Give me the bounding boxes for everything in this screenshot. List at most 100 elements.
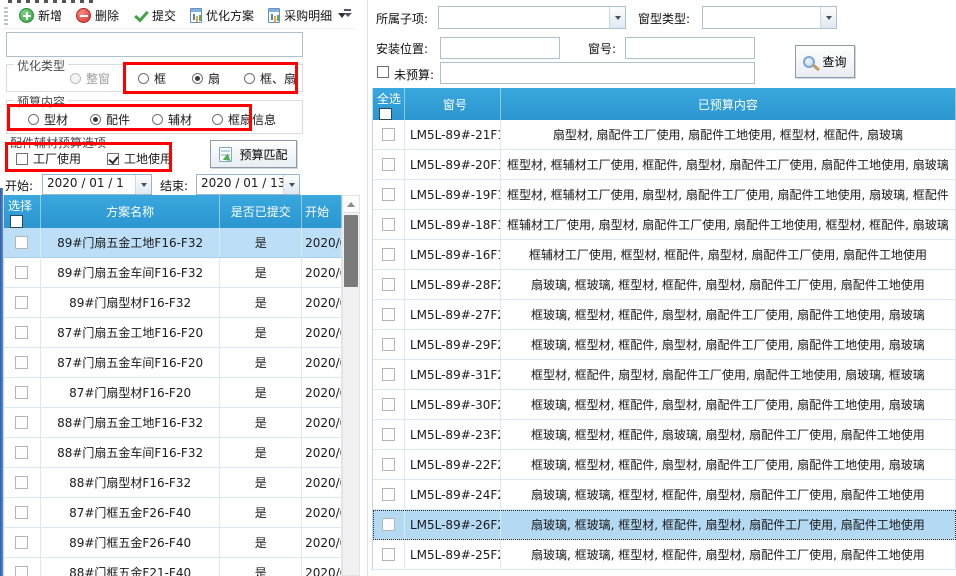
plan-filter-input[interactable] [6, 32, 303, 57]
toolbar-grip-handle[interactable] [4, 6, 8, 25]
factory-use-checkbox[interactable] [16, 152, 28, 165]
window-table-row[interactable]: LM5L-89#-20F18 框型材, 框辅材工厂使用, 框配件, 扇型材, 扇… [373, 150, 956, 180]
scrollbar-thumb[interactable] [344, 215, 358, 287]
window-no-input[interactable] [625, 37, 755, 59]
row-checkbox[interactable] [15, 476, 29, 489]
window-table-row[interactable]: LM5L-89#-22F20 框玻璃, 框型材, 框配件, 扇型材, 扇配件工厂… [373, 450, 956, 480]
row-checkbox[interactable] [381, 428, 395, 441]
purchase-detail-button[interactable]: 采购明细 [262, 4, 352, 27]
window-table-row[interactable]: LM5L-89#-30F28 框玻璃, 框型材, 框配件, 扇型材, 扇配件工厂… [373, 390, 956, 420]
no-budget-input[interactable] [440, 62, 755, 84]
plan-table-row[interactable]: 87#门框五金F26-F40 是 2020/0 [4, 498, 342, 528]
row-checkbox[interactable] [15, 326, 29, 339]
row-checkbox[interactable] [381, 158, 395, 171]
sub-item-dropdown-icon[interactable] [609, 7, 625, 28]
submit-button[interactable]: 提交 [127, 4, 182, 27]
window-table-row[interactable]: LM5L-89#-19F17 框型材, 框辅材工厂使用, 扇型材, 扇配件工厂使… [373, 180, 956, 210]
budget-match-button[interactable]: 预算匹配 [210, 140, 297, 168]
window-table-row[interactable]: LM5L-89#-26F24 扇玻璃, 框玻璃, 框型材, 框配件, 扇型材, … [373, 510, 956, 540]
plan-table-row[interactable]: 88#门框五金F21-F40 是 2020/0 [4, 558, 342, 576]
budgeted-column-header[interactable]: 已预算内容 [501, 88, 956, 120]
plan-name-column-header[interactable]: 方案名称 [41, 195, 221, 228]
window-type-combo[interactable] [702, 6, 837, 29]
window-table-row[interactable]: LM5L-89#-27F25 框玻璃, 框型材, 框配件, 扇型材, 扇配件工厂… [373, 300, 956, 330]
row-checkbox[interactable] [381, 128, 395, 141]
radio-frame-sash-info[interactable] [212, 114, 224, 125]
chevron-down-icon [343, 13, 352, 21]
row-checkbox[interactable] [381, 278, 395, 291]
window-table-row[interactable]: LM5L-89#-21F19 扇型材, 扇配件工厂使用, 扇配件工地使用, 框型… [373, 120, 956, 150]
row-checkbox[interactable] [381, 488, 395, 501]
scroll-up-icon[interactable] [343, 196, 359, 213]
optimize-plan-button[interactable]: 优化方案 [184, 4, 260, 27]
row-checkbox[interactable] [15, 356, 29, 369]
plan-table-scrollbar[interactable] [342, 195, 360, 576]
window-table-row[interactable]: LM5L-89#-24F22 扇玻璃, 框玻璃, 框型材, 框配件, 扇型材, … [373, 480, 956, 510]
window-table-row[interactable]: LM5L-89#-23F21 框玻璃, 框型材, 框配件, 扇玻璃, 扇型材, … [373, 420, 956, 450]
row-checkbox[interactable] [381, 248, 395, 261]
submitted-column-header[interactable]: 是否已提交 [220, 195, 303, 228]
row-checkbox[interactable] [15, 416, 29, 429]
end-date-dropdown-icon[interactable] [283, 175, 299, 194]
row-checkbox[interactable] [15, 386, 29, 399]
select-all-checkbox[interactable] [379, 108, 392, 120]
plan-table-row[interactable]: 89#门扇五金工地F16-F32 是 2020/0 [4, 228, 342, 258]
row-checkbox[interactable] [15, 506, 29, 519]
radio-frame-sash[interactable] [244, 73, 256, 84]
start-date-dropdown-icon[interactable] [135, 175, 151, 194]
window-table-row[interactable]: LM5L-89#-25F23 扇玻璃, 框玻璃, 框型材, 框配件, 扇型材, … [373, 540, 956, 570]
end-date-picker[interactable]: 2020 / 01 / 13 [196, 174, 300, 195]
radio-profile[interactable] [28, 114, 39, 125]
sub-item-label: 所属子项: [376, 12, 429, 26]
row-checkbox[interactable] [15, 236, 29, 249]
toolbar-overflow-button[interactable] [341, 6, 354, 24]
window-table-row[interactable]: LM5L-89#-29F27 框玻璃, 框型材, 框配件, 扇型材, 扇配件工厂… [373, 330, 956, 360]
window-no-column-header[interactable]: 窗号 [405, 88, 501, 120]
row-checkbox[interactable] [15, 536, 29, 549]
start-column-header[interactable]: 开始 [302, 195, 342, 228]
install-position-input[interactable] [440, 37, 560, 59]
plan-table-row[interactable]: 89#门框五金F26-F40 是 2020/0 [4, 528, 342, 558]
window-table-row[interactable]: LM5L-89#-16F15 框辅材工厂使用, 框型材, 框配件, 扇型材, 扇… [373, 240, 956, 270]
window-type-label: 窗型类型: [638, 12, 691, 26]
plan-table-row[interactable]: 87#门扇五金车间F16-F20 是 2020/0 [4, 348, 342, 378]
add-button[interactable]: 新增 [13, 4, 68, 27]
window-table-row[interactable]: LM5L-89#-28F26 扇玻璃, 框玻璃, 框型材, 框配件, 扇型材, … [373, 270, 956, 300]
row-checkbox[interactable] [381, 518, 395, 531]
window-table: 全选 窗号 已预算内容 LM5L-89#-21F19 扇型材, 扇配件工厂使用,… [372, 88, 956, 570]
window-type-dropdown-icon[interactable] [820, 7, 836, 28]
delete-button[interactable]: 删除 [70, 4, 125, 27]
radio-accessory[interactable] [90, 114, 102, 125]
window-table-row[interactable]: LM5L-89#-31F29 框型材, 框配件, 扇型材, 扇配件工厂使用, 扇… [373, 360, 956, 390]
select-all-checkbox[interactable] [10, 215, 23, 228]
no-budget-checkbox[interactable] [377, 66, 389, 78]
plan-table-row[interactable]: 88#门扇型材F16-F32 是 2020/0 [4, 468, 342, 498]
start-date-picker[interactable]: 2020 / 01 / 1 [42, 174, 152, 195]
radio-frame[interactable] [138, 73, 150, 84]
plan-table-row[interactable]: 89#门扇五金车间F16-F32 是 2020/0 [4, 258, 342, 288]
plan-table-row[interactable]: 88#门扇五金工地F16-F32 是 2020/0 [4, 408, 342, 438]
plan-table-row[interactable]: 89#门扇型材F16-F32 是 2020/0 [4, 288, 342, 318]
plan-table-row[interactable]: 88#门扇五金车间F16-F32 是 2020/0 [4, 438, 342, 468]
query-button[interactable]: 查询 [795, 45, 855, 78]
row-checkbox[interactable] [381, 308, 395, 321]
row-checkbox[interactable] [381, 218, 395, 231]
row-checkbox[interactable] [15, 566, 29, 576]
row-checkbox[interactable] [381, 188, 395, 201]
plan-table-row[interactable]: 87#门扇型材F16-F20 是 2020/0 [4, 378, 342, 408]
row-checkbox[interactable] [381, 368, 395, 381]
row-checkbox[interactable] [15, 266, 29, 279]
site-use-checkbox[interactable] [107, 152, 120, 165]
row-checkbox[interactable] [15, 296, 29, 309]
radio-auxiliary[interactable] [152, 114, 164, 125]
row-checkbox[interactable] [381, 548, 395, 561]
row-checkbox[interactable] [381, 398, 395, 411]
sub-item-combo[interactable] [438, 6, 626, 29]
row-checkbox[interactable] [381, 338, 395, 351]
row-checkbox[interactable] [381, 458, 395, 471]
window-table-row[interactable]: LM5L-89#-18F16 框辅材工厂使用, 扇型材, 扇配件工厂使用, 扇配… [373, 210, 956, 240]
radio-sash[interactable] [192, 73, 204, 84]
radio-whole-window[interactable] [70, 73, 81, 84]
plan-table-row[interactable]: 87#门扇五金工地F16-F20 是 2020/0 [4, 318, 342, 348]
row-checkbox[interactable] [15, 446, 29, 459]
